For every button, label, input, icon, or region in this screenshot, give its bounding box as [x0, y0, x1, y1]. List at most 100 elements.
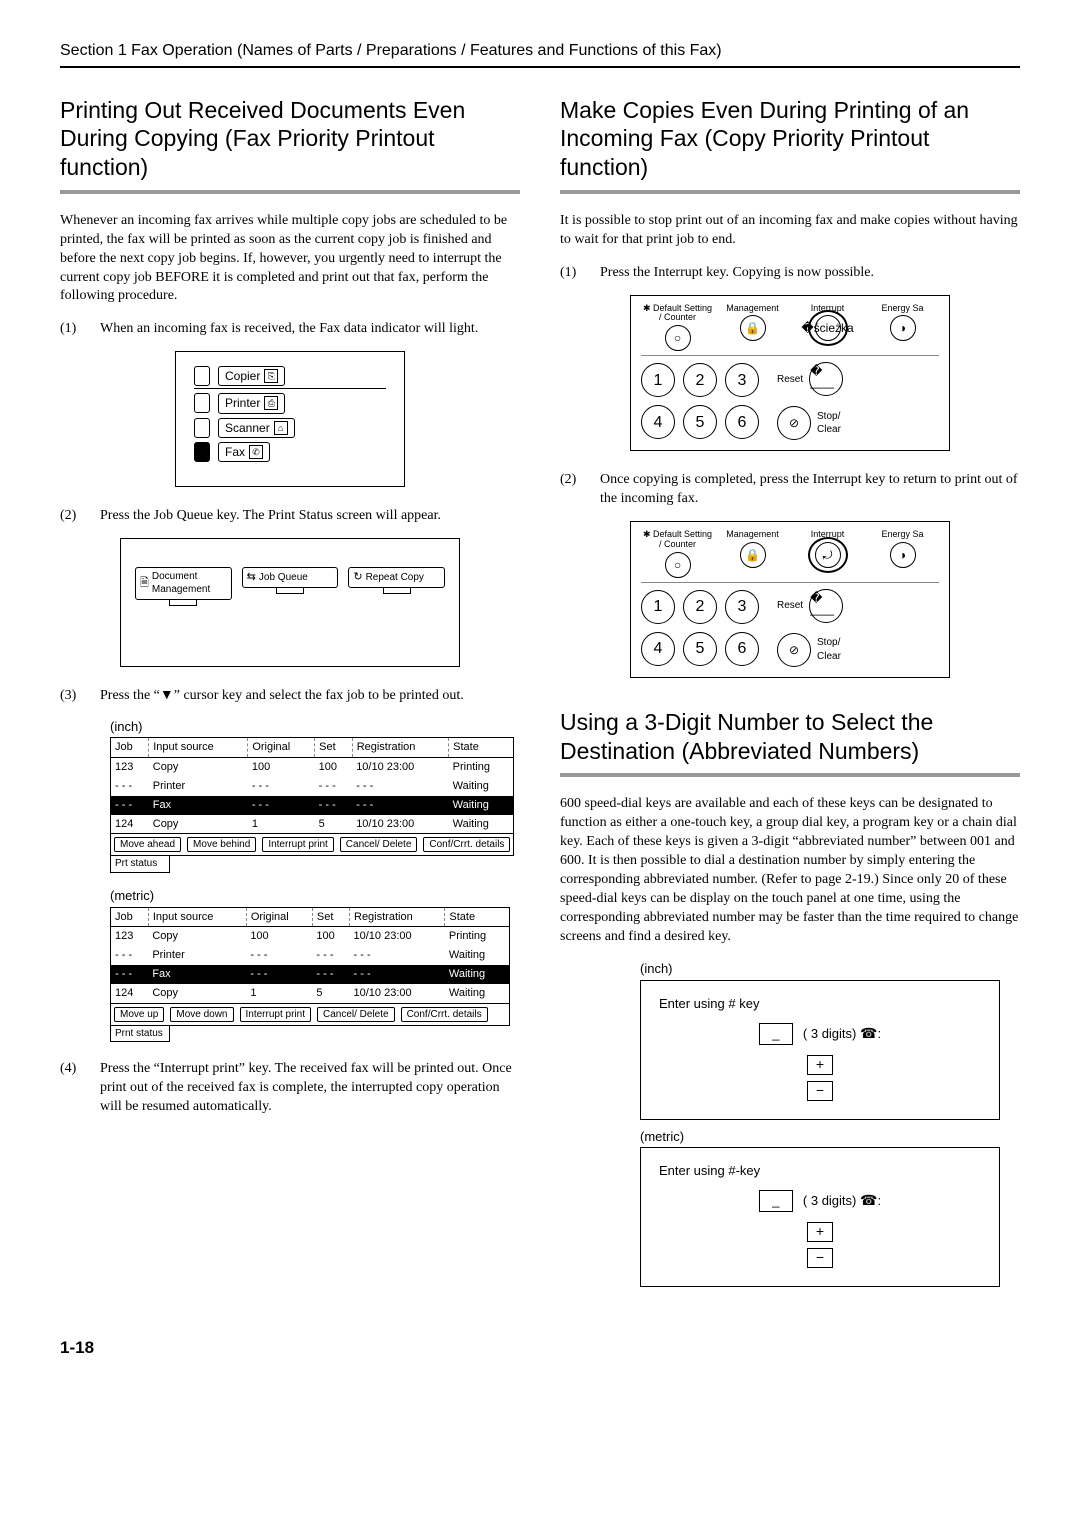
key-6[interactable]: 6	[725, 405, 759, 439]
left-title: Printing Out Received Documents Even Dur…	[60, 96, 520, 194]
move-ahead-button[interactable]: Move ahead	[114, 837, 181, 852]
key-5[interactable]: 5	[683, 632, 717, 666]
ps-button-row: Move ahead Move behind Interrupt print C…	[111, 833, 513, 855]
key-4[interactable]: 4	[641, 405, 675, 439]
table-row[interactable]: 123Copy10010010/10 23:00Printing	[111, 927, 510, 946]
key-6[interactable]: 6	[725, 632, 759, 666]
cell: Fax	[148, 965, 246, 984]
management-key[interactable]: 🔒	[740, 315, 766, 341]
table-row[interactable]: 124Copy1510/10 23:00Waiting	[111, 984, 510, 1003]
key-1[interactable]: 1	[641, 590, 675, 624]
fax-mode-button[interactable]: Fax✆	[218, 442, 270, 462]
cell: Waiting	[449, 796, 514, 815]
cell: 100	[315, 758, 353, 777]
kp-label: Management	[716, 530, 789, 540]
stop-clear-key[interactable]: ⊘	[777, 406, 811, 440]
table-row[interactable]: - - -Printer- - -- - -- - -Waiting	[111, 946, 510, 965]
abbrev-panel-inch: Enter using # key _ ( 3 digits) ☎: + −	[640, 980, 1000, 1120]
prnt-status-tab[interactable]: Prnt status	[110, 1026, 170, 1043]
table-row[interactable]: 123Copy10010010/10 23:00Printing	[111, 758, 514, 777]
plus-button[interactable]: +	[807, 1222, 833, 1242]
numeric-keypad: 123 456	[641, 590, 759, 666]
reset-key[interactable]: �——	[809, 589, 843, 623]
cell: 1	[246, 984, 312, 1003]
cancel-delete-button[interactable]: Cancel/ Delete	[340, 837, 418, 852]
interrupt-key[interactable]: �ścieżka	[815, 315, 841, 341]
step-num: (1)	[560, 264, 588, 283]
interrupt-print-button[interactable]: Interrupt print	[262, 837, 333, 852]
counter-key[interactable]: ○	[665, 325, 691, 351]
move-up-button[interactable]: Move up	[114, 1007, 164, 1022]
th: Input source	[148, 907, 246, 927]
cell: - - -	[312, 965, 349, 984]
conf-details-button[interactable]: Conf/Crrt. details	[401, 1007, 488, 1022]
led-icon	[194, 393, 210, 413]
cell: Copy	[149, 815, 248, 834]
cell: Copy	[148, 984, 246, 1003]
printer-mode-button[interactable]: Printer⎙	[218, 393, 285, 413]
key-2[interactable]: 2	[683, 363, 717, 397]
scanner-mode-button[interactable]: Scanner⌂	[218, 418, 295, 438]
cell: Waiting	[445, 984, 510, 1003]
cell: 10/10 23:00	[350, 984, 445, 1003]
copier-mode-button[interactable]: Copier⎘	[218, 366, 285, 386]
stop-label: Stop/ Clear	[817, 410, 841, 437]
key-1[interactable]: 1	[641, 363, 675, 397]
digits-label: ( 3 digits) ☎:	[803, 1191, 881, 1210]
job-queue-button[interactable]: ⇆Job Queue	[242, 567, 339, 588]
step-text: Once copying is completed, press the Int…	[600, 471, 1020, 509]
table-row[interactable]: - - -Fax- - -- - -- - -Waiting	[111, 965, 510, 984]
cell: Printing	[449, 758, 514, 777]
minus-button[interactable]: −	[807, 1248, 833, 1268]
cell: 123	[111, 927, 149, 946]
repeat-icon: ↻	[353, 570, 362, 585]
led-on-icon	[194, 442, 210, 462]
ab-metric-label: (metric)	[640, 1128, 1020, 1146]
digit-field[interactable]: _	[759, 1023, 793, 1045]
cell: - - -	[315, 796, 353, 815]
key-4[interactable]: 4	[641, 632, 675, 666]
key-2[interactable]: 2	[683, 590, 717, 624]
digit-field[interactable]: _	[759, 1190, 793, 1212]
th: State	[449, 738, 514, 758]
energy-save-key[interactable]: ◑	[890, 542, 916, 568]
table-row[interactable]: - - -Fax- - -- - -- - -Waiting	[111, 796, 514, 815]
plus-button[interactable]: +	[807, 1055, 833, 1075]
cell: Fax	[149, 796, 248, 815]
repeat-copy-button[interactable]: ↻Repeat Copy	[348, 567, 445, 588]
section-header: Section 1 Fax Operation (Names of Parts …	[60, 40, 1020, 68]
prt-status-tab[interactable]: Prt status	[110, 856, 170, 873]
label: Scanner	[225, 420, 270, 436]
ps-inch-label: (inch)	[110, 718, 520, 736]
key-3[interactable]: 3	[725, 590, 759, 624]
counter-key[interactable]: ○	[665, 552, 691, 578]
key-3[interactable]: 3	[725, 363, 759, 397]
key-5[interactable]: 5	[683, 405, 717, 439]
cell: Waiting	[445, 965, 510, 984]
cancel-delete-button[interactable]: Cancel/ Delete	[317, 1007, 395, 1022]
doc-mgmt-button[interactable]: 🗎Document Management	[135, 567, 232, 600]
stop-clear-key[interactable]: ⊘	[777, 633, 811, 667]
kp-label: ✱ Default Setting / Counter	[641, 530, 714, 550]
cell: 100	[248, 758, 315, 777]
minus-button[interactable]: −	[807, 1081, 833, 1101]
conf-details-button[interactable]: Conf/Crrt. details	[423, 837, 510, 852]
right-intro-1: It is possible to stop print out of an i…	[560, 212, 1020, 250]
move-behind-button[interactable]: Move behind	[187, 837, 256, 852]
label: Document Management	[152, 570, 227, 597]
reset-key[interactable]: �——	[809, 362, 843, 396]
cell: - - -	[352, 796, 448, 815]
cell: - - -	[111, 777, 149, 796]
management-key[interactable]: 🔒	[740, 542, 766, 568]
cell: Copy	[148, 927, 246, 946]
interrupt-key[interactable]: ⤾	[815, 542, 841, 568]
interrupt-print-button[interactable]: Interrupt print	[240, 1007, 311, 1022]
step-text: When an incoming fax is received, the Fa…	[100, 320, 520, 339]
right-step-1: (1) Press the Interrupt key. Copying is …	[560, 264, 1020, 283]
reset-label: Reset	[777, 599, 803, 613]
table-row[interactable]: 124Copy1510/10 23:00Waiting	[111, 815, 514, 834]
table-row[interactable]: - - -Printer- - -- - -- - -Waiting	[111, 777, 514, 796]
energy-save-key[interactable]: ◑	[890, 315, 916, 341]
left-column: Printing Out Received Documents Even Dur…	[60, 96, 520, 1287]
move-down-button[interactable]: Move down	[170, 1007, 233, 1022]
